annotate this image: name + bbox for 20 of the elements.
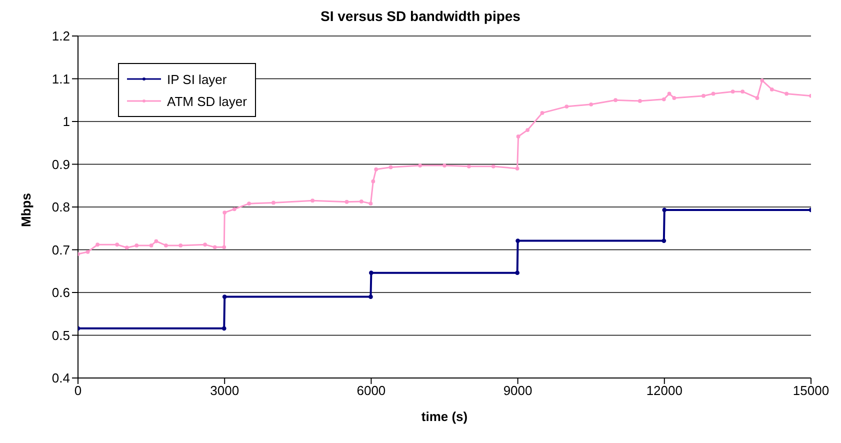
x-tick-label: 0 xyxy=(74,383,82,398)
y-tick-label: 1.2 xyxy=(52,28,70,44)
y-tick-label: 0.5 xyxy=(52,328,70,343)
x-tick-label: 6000 xyxy=(356,383,386,398)
x-axis-title: time (s) xyxy=(421,409,468,424)
x-tick-label: 3000 xyxy=(210,383,240,398)
x-tick-label: 9000 xyxy=(503,383,532,398)
legend-label: ATM SD layer xyxy=(167,94,247,108)
legend-label: IP SI layer xyxy=(167,72,227,86)
y-tick-label: 0.4 xyxy=(52,370,70,386)
y-axis-title: Mbps xyxy=(18,193,34,227)
y-tick-label: 0.6 xyxy=(52,285,70,300)
y-tick-label: 0.8 xyxy=(52,200,70,215)
chart-title: SI versus SD bandwidth pipes xyxy=(320,8,522,26)
y-tick-label: 1 xyxy=(62,114,70,130)
x-tick-label: 15000 xyxy=(792,383,830,398)
y-tick-label: 0.9 xyxy=(52,156,70,172)
x-tick-label: 12000 xyxy=(646,383,682,398)
y-tick-label: 0.7 xyxy=(52,242,70,258)
y-tick-label: 1.1 xyxy=(52,71,70,86)
